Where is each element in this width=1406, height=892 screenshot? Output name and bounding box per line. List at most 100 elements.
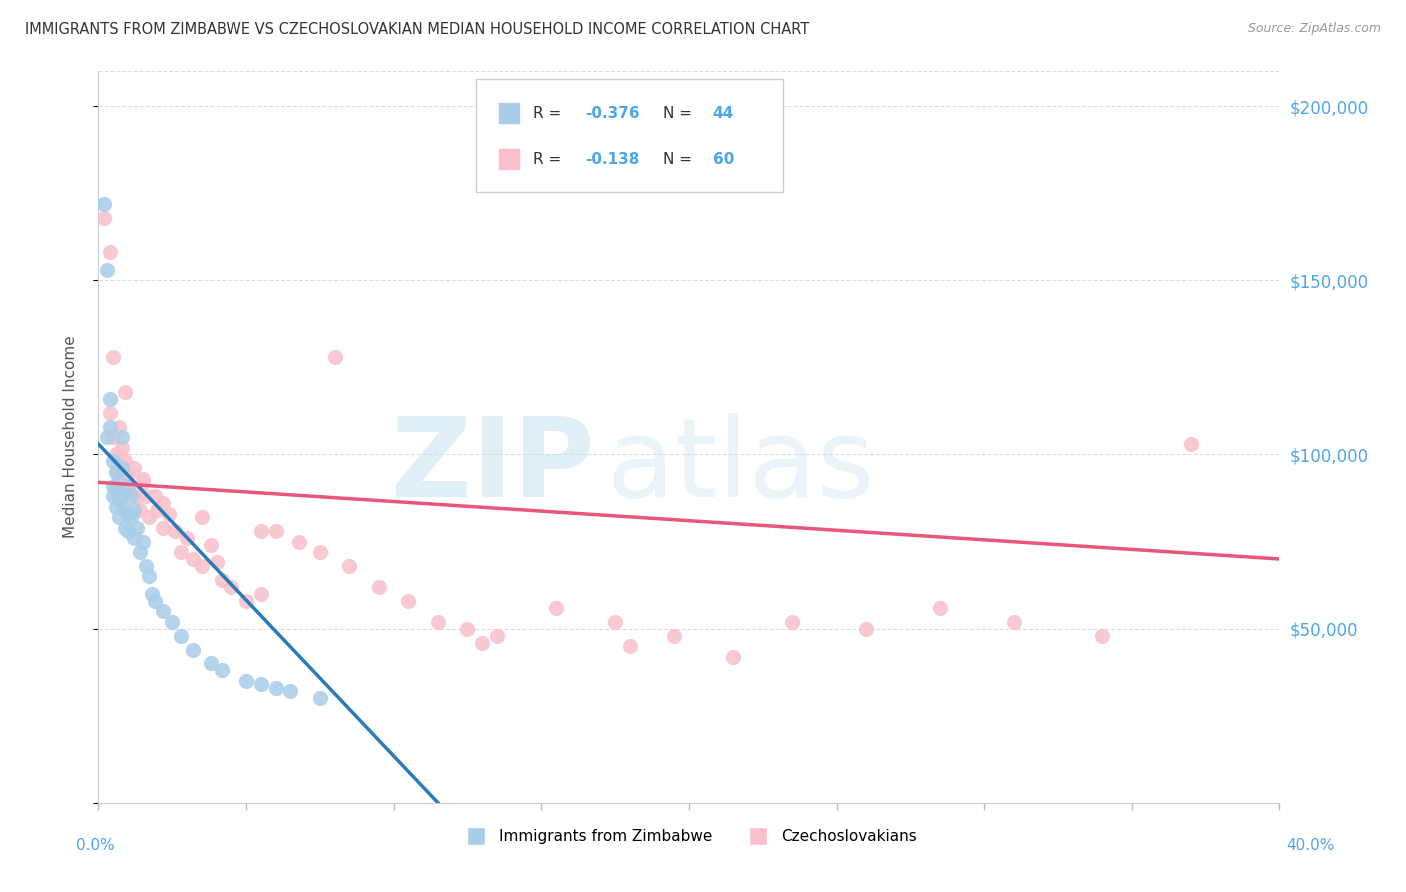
Point (723, 649, 745, 664)
Legend: Immigrants from Zimbabwe, Czechoslovakians: Immigrants from Zimbabwe, Czechoslovakia… (454, 822, 924, 850)
Point (1115, 796, 1137, 810)
Point (1091, 629, 1114, 643)
Point (117, 507, 139, 521)
Point (280, 684, 302, 698)
Point (132, 475, 155, 490)
Point (128, 545, 150, 559)
Point (105, 465, 128, 479)
Point (128, 503, 150, 517)
Point (108, 492, 131, 507)
Point (98, 392, 121, 406)
Point (605, 615, 627, 629)
Point (98, 406, 121, 420)
Point (125, 489, 148, 503)
Point (427, 615, 450, 629)
Text: ZIP: ZIP (391, 413, 595, 520)
Point (368, 580, 391, 594)
Point (120, 489, 142, 503)
Point (235, 673, 257, 688)
Y-axis label: Median Household Income: Median Household Income (63, 335, 77, 539)
Text: R =: R = (533, 105, 567, 120)
Point (98, 245, 121, 260)
Point (264, 524, 287, 538)
Point (132, 472, 155, 486)
Point (105, 448, 128, 462)
Point (122, 531, 145, 545)
Point (114, 503, 136, 517)
Point (264, 681, 287, 695)
Point (235, 594, 257, 608)
Point (250, 677, 273, 691)
Point (108, 510, 131, 524)
Point (103, 350, 125, 364)
Point (138, 510, 160, 524)
Point (122, 503, 145, 517)
Text: N =: N = (664, 105, 697, 120)
Text: 40.0%: 40.0% (1286, 838, 1334, 853)
Point (93, 211, 115, 225)
Point (152, 496, 174, 510)
Text: atlas: atlas (606, 413, 875, 520)
Point (114, 384, 136, 399)
Point (122, 461, 145, 475)
Text: 0.0%: 0.0% (76, 838, 115, 853)
Point (176, 531, 198, 545)
Point (138, 569, 160, 583)
Point (105, 465, 128, 479)
Point (929, 600, 952, 615)
Point (546, 600, 568, 615)
Point (117, 479, 139, 493)
Point (398, 594, 420, 608)
Point (211, 573, 233, 587)
Point (103, 489, 125, 503)
Text: -0.376: -0.376 (585, 105, 640, 120)
Point (120, 483, 142, 497)
Point (191, 510, 214, 524)
Point (103, 479, 125, 493)
Point (114, 454, 136, 468)
Point (96, 430, 118, 444)
Point (288, 534, 311, 549)
Point (105, 483, 128, 497)
FancyBboxPatch shape (477, 78, 783, 192)
Point (165, 524, 187, 538)
Point (152, 604, 174, 618)
Point (103, 430, 125, 444)
Point (323, 350, 346, 364)
Point (143, 594, 166, 608)
Text: 44: 44 (713, 105, 734, 120)
Point (1002, 615, 1025, 629)
Text: N =: N = (664, 152, 697, 167)
Point (103, 454, 125, 468)
Point (200, 538, 222, 552)
Text: -0.138: -0.138 (585, 152, 640, 167)
Point (105, 500, 128, 514)
Point (457, 622, 479, 636)
Point (181, 642, 204, 657)
Point (108, 475, 131, 490)
Point (486, 629, 509, 643)
Point (111, 461, 134, 475)
Point (93, 196, 115, 211)
Point (619, 639, 641, 653)
Point (191, 558, 214, 573)
Text: R =: R = (533, 152, 567, 167)
Point (108, 419, 131, 434)
Point (250, 524, 273, 538)
Point (125, 521, 148, 535)
Point (120, 510, 142, 524)
Point (211, 664, 233, 678)
Point (135, 489, 157, 503)
Point (309, 691, 332, 706)
Point (664, 629, 686, 643)
Point (141, 587, 163, 601)
Point (117, 524, 139, 538)
Point (135, 558, 157, 573)
Point (309, 545, 332, 559)
Point (111, 441, 134, 455)
Point (170, 545, 193, 559)
Point (181, 552, 204, 566)
Point (200, 657, 222, 671)
Text: 60: 60 (713, 152, 734, 167)
Point (339, 558, 361, 573)
